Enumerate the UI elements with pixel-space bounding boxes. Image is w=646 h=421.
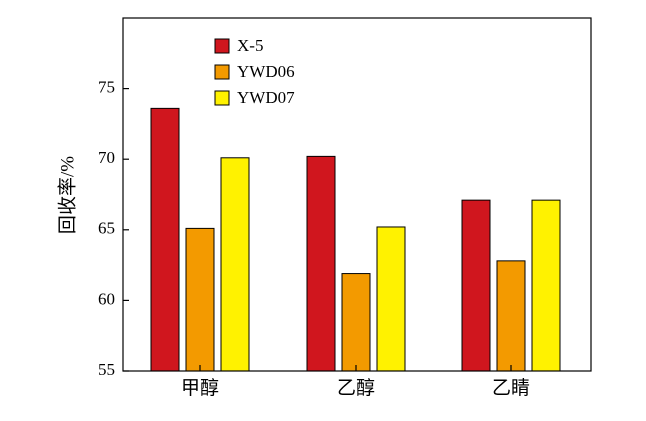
bar-ywd06-1 bbox=[341, 273, 371, 372]
bar-ywd07-2 bbox=[531, 199, 561, 372]
x-category-label: 乙醇 bbox=[337, 377, 375, 399]
y-axis-ticks: 55 60 65 70 75 bbox=[98, 78, 129, 379]
bar-ywd06-2 bbox=[496, 260, 526, 372]
legend-label: YWD06 bbox=[237, 62, 295, 81]
y-tick-label: 65 bbox=[98, 219, 115, 238]
x-category-label: 乙睛 bbox=[492, 377, 530, 399]
y-tick-label: 75 bbox=[98, 78, 115, 97]
y-tick-label: 55 bbox=[98, 360, 115, 379]
y-tick-label: 70 bbox=[98, 148, 115, 167]
bar-x-5-0 bbox=[150, 107, 180, 372]
legend-label: X-5 bbox=[237, 36, 263, 55]
x-category-label: 甲醇 bbox=[181, 377, 219, 399]
plot-frame bbox=[122, 17, 592, 372]
bar-ywd07-0 bbox=[220, 157, 250, 372]
bar-x-5-2 bbox=[461, 199, 491, 372]
legend-label: YWD07 bbox=[237, 88, 295, 107]
bar-x-5-1 bbox=[306, 155, 336, 372]
y-axis-title: 回收率/% bbox=[56, 156, 78, 234]
bar-ywd06-0 bbox=[185, 227, 215, 372]
legend-swatch bbox=[214, 90, 230, 106]
bar-ywd07-1 bbox=[376, 226, 406, 372]
y-tick-label: 60 bbox=[98, 289, 115, 308]
x-axis-categories: 甲醇 乙醇 乙睛 bbox=[181, 365, 530, 399]
legend-swatch bbox=[214, 64, 230, 80]
legend: X-5 YWD06 YWD07 bbox=[214, 36, 295, 107]
bars-layer bbox=[150, 107, 561, 372]
legend-swatch bbox=[214, 38, 230, 54]
